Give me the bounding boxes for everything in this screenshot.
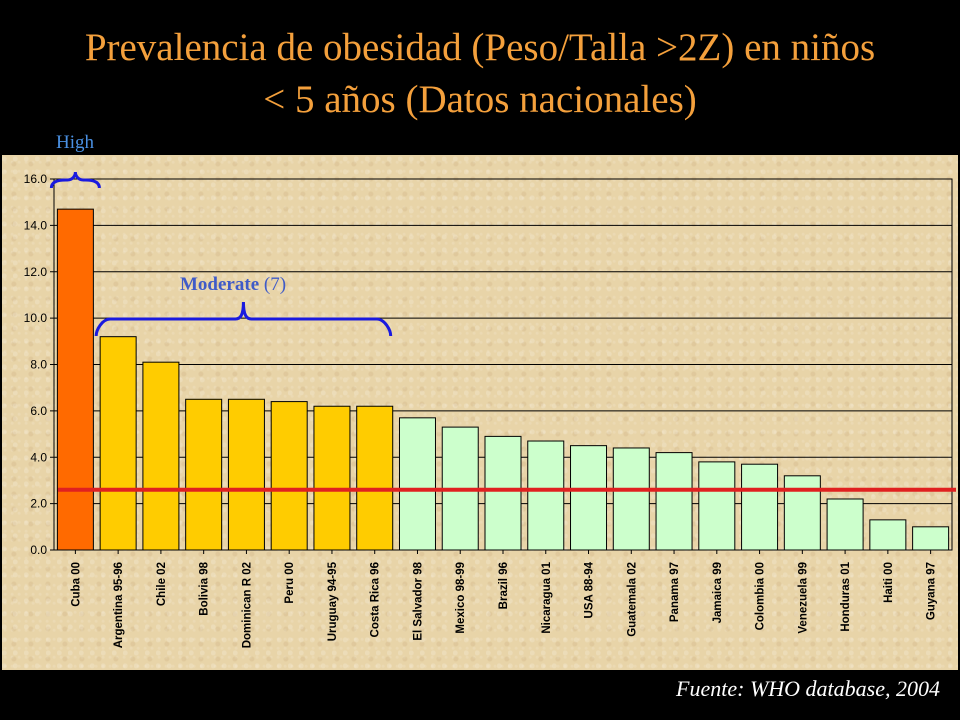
bar (783, 475, 821, 551)
chart-title: Prevalencia de obesidad (Peso/Talla >2Z)… (0, 22, 960, 126)
y-tick-label: 0.0 (30, 543, 47, 557)
x-tick-label: Venezuela 99 (797, 562, 809, 634)
x-tick-label: Haiti 00 (883, 562, 895, 603)
y-tick-label: 14.0 (24, 218, 48, 232)
title-line-2: < 5 años (Datos nacionales) (263, 78, 697, 121)
high-bracket (49, 171, 101, 189)
y-tick-label: 2.0 (30, 497, 47, 511)
bar (655, 452, 693, 551)
x-tick-label: Chile 02 (156, 562, 168, 606)
bar (185, 398, 223, 551)
bar (741, 463, 779, 551)
x-tick-label: Argentina 95-96 (113, 562, 125, 648)
y-tick-label: 6.0 (30, 404, 47, 418)
x-tick-label: Honduras 01 (840, 561, 852, 631)
chart-panel: 0.0 2.0 4.0 6.0 8.0 10.0 12.0 14.0 16.0 Cuba 00 Ar… (2, 155, 958, 670)
bar (313, 405, 351, 551)
high-annotation: High (56, 132, 94, 153)
source-note: Fuente: WHO database, 2004 (676, 676, 940, 701)
x-tick-label: Costa Rica 96 (370, 562, 382, 637)
title-line-1: Prevalencia de obesidad (Peso/Talla >2Z)… (84, 26, 876, 69)
moderate-word: Moderate (180, 274, 264, 295)
x-tick-label: Panama 97 (669, 562, 681, 622)
bar (570, 445, 608, 551)
x-tick-label: El Salvador 98 (412, 561, 424, 640)
bar (356, 405, 394, 551)
x-tick-label: Bolivia 98 (199, 561, 211, 615)
x-tick-label: Jamaica 99 (712, 562, 724, 623)
bar (826, 498, 864, 551)
bar (398, 417, 436, 551)
y-tick-label: 4.0 (30, 450, 47, 464)
y-tick-label: 8.0 (30, 358, 47, 372)
moderate-count: (7) (264, 274, 286, 295)
moderate-bracket (94, 301, 393, 337)
bar (484, 435, 522, 551)
x-tick-label: Guatemala 02 (626, 562, 638, 637)
x-tick-label: Uruguay 94-95 (327, 561, 339, 641)
bar (698, 461, 736, 551)
x-tick-label: Peru 00 (284, 562, 296, 604)
x-tick-label: Nicaragua 01 (541, 561, 553, 633)
bar (869, 519, 907, 551)
x-tick-label: Guyana 97 (926, 562, 938, 620)
bar-chart: 0.0 2.0 4.0 6.0 8.0 10.0 12.0 14.0 16.0 Cuba 00 Ar… (24, 171, 956, 648)
bar (612, 447, 650, 551)
bar (56, 208, 94, 551)
x-tick-label: USA 88-94 (584, 561, 596, 618)
x-tick-label: Brazil 96 (498, 562, 510, 609)
bar (142, 361, 180, 551)
x-tick-label: Mexico 98-99 (455, 562, 467, 634)
x-tick-label: Dominican R 02 (241, 562, 253, 648)
bar (227, 398, 265, 551)
y-tick-label: 12.0 (24, 265, 48, 279)
y-tick-label: 16.0 (24, 172, 48, 186)
x-tick-label: Colombia 00 (755, 562, 767, 630)
x-tick-label: Cuba 00 (70, 562, 82, 607)
bar (270, 401, 308, 551)
y-tick-label: 10.0 (24, 311, 48, 325)
bar (912, 526, 950, 551)
bar (99, 336, 137, 551)
moderate-annotation: Moderate (7) (180, 274, 286, 295)
bar (527, 440, 565, 551)
